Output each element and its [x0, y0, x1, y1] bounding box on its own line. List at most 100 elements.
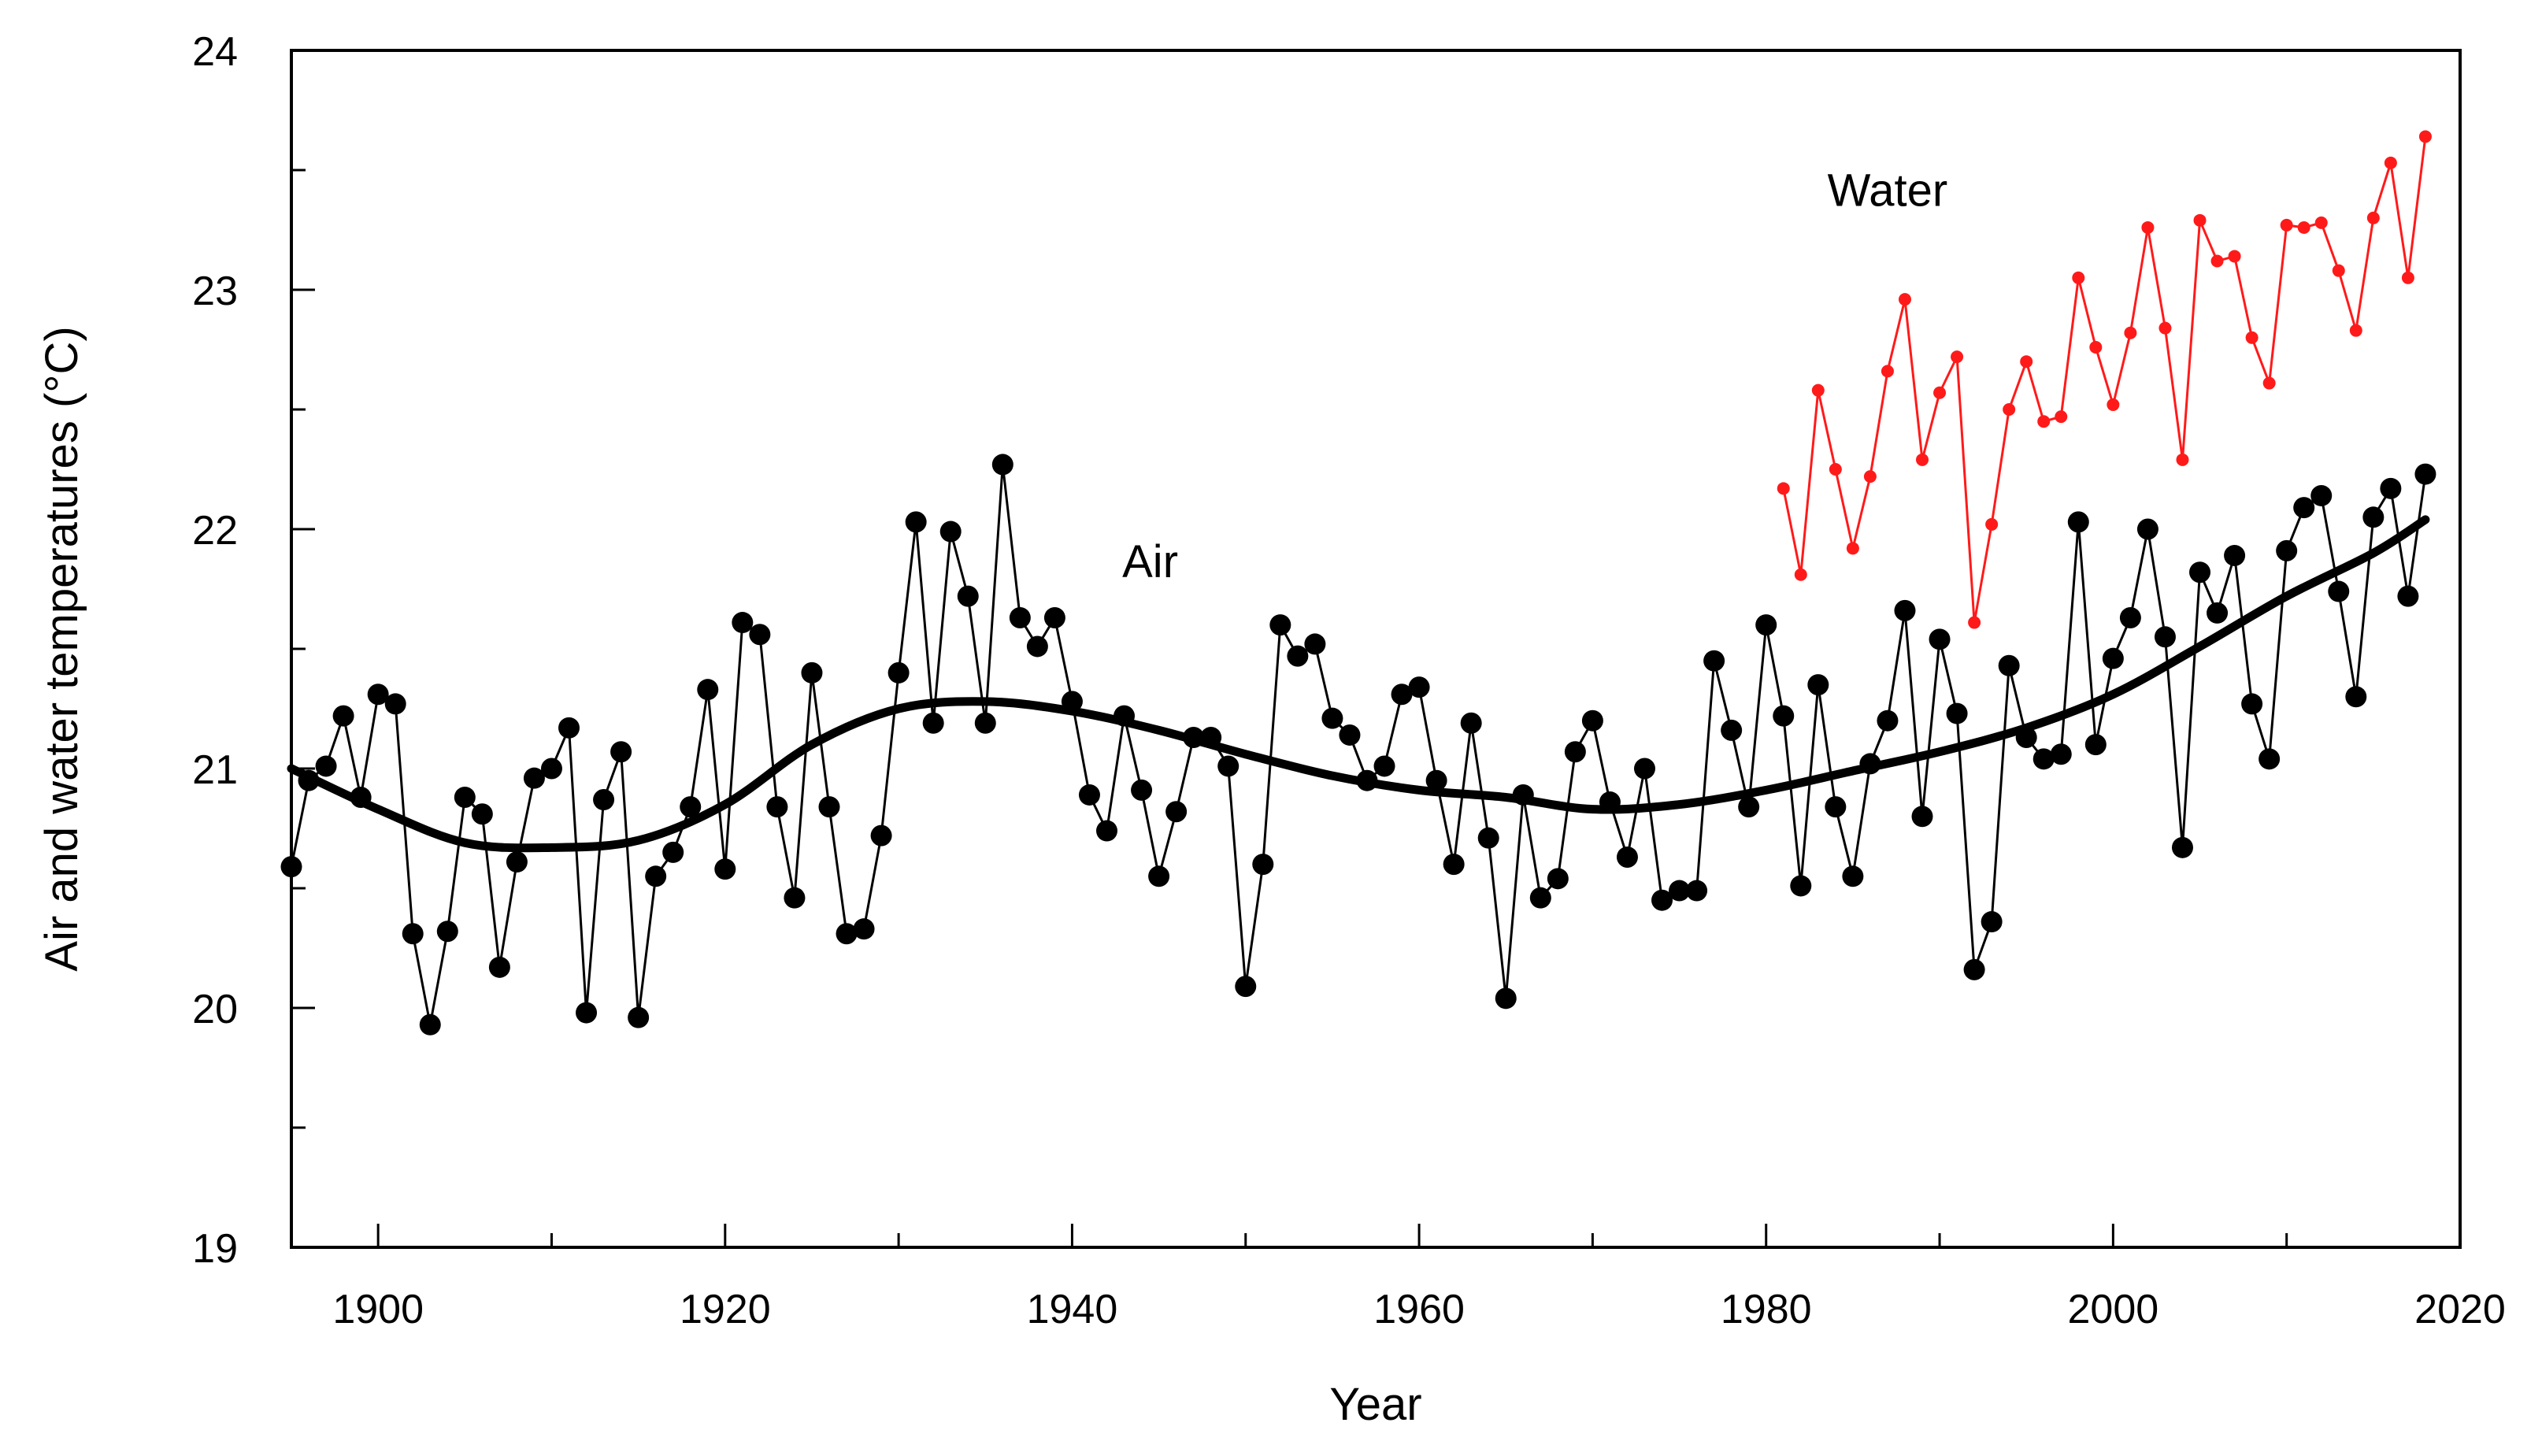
- water-data-point: [2366, 211, 2380, 224]
- air-data-point: [1669, 880, 1691, 902]
- water-data-point: [1968, 616, 1981, 629]
- y-tick-label: 24: [192, 29, 238, 75]
- air-data-point: [2414, 463, 2436, 485]
- air-data-point: [1599, 791, 1621, 813]
- air-data-point: [610, 741, 632, 763]
- air-data-point: [1460, 712, 1482, 734]
- air-data-point: [1929, 628, 1951, 650]
- water-data-point: [1881, 365, 1894, 378]
- air-data-point: [593, 789, 615, 811]
- air-data-point: [1165, 801, 1188, 823]
- air-data-point: [1686, 880, 1708, 902]
- x-axis-title: Year: [1329, 1379, 1421, 1430]
- air-data-point: [1443, 854, 1465, 876]
- air-data-point: [2380, 477, 2402, 499]
- water-data-point: [1951, 350, 1964, 364]
- y-tick-label: 22: [192, 508, 238, 554]
- water-data-point: [2297, 220, 2310, 234]
- x-tick-label: 2020: [2414, 1287, 2506, 1332]
- air-data-point: [801, 661, 823, 684]
- water-data-point: [2089, 340, 2103, 354]
- air-data-point: [2362, 506, 2385, 528]
- air-data-point: [1564, 741, 1586, 763]
- water-data-point: [2141, 220, 2155, 234]
- air-data-point: [2050, 743, 2072, 765]
- water-data-point: [2055, 410, 2068, 424]
- air-data-point: [1061, 691, 1083, 713]
- air-data-point: [436, 921, 458, 943]
- water-data-point: [2228, 250, 2241, 263]
- x-tick-label: 2000: [2068, 1287, 2159, 1332]
- air-data-point: [2224, 544, 2246, 566]
- air-data-point: [1651, 889, 1673, 911]
- air-data-point: [1495, 987, 1517, 1010]
- water-series-label: Water: [1828, 165, 1948, 217]
- air-data-point: [1790, 875, 1812, 897]
- water-data-point: [2193, 213, 2207, 227]
- water-data-point: [2245, 331, 2259, 344]
- air-data-point: [298, 769, 320, 791]
- air-data-point: [1235, 976, 1257, 998]
- air-data-point: [2259, 748, 2281, 770]
- air-data-point: [1981, 911, 2003, 933]
- water-data-point: [1898, 293, 1911, 306]
- air-data-point: [662, 841, 684, 863]
- air-data-point: [680, 796, 702, 818]
- air-data-point: [471, 803, 493, 825]
- x-tick-label: 1960: [1373, 1287, 1465, 1332]
- air-data-point: [2241, 693, 2263, 715]
- air-data-point: [1581, 709, 1603, 732]
- air-data-point: [1200, 726, 1222, 748]
- y-tick-label: 19: [192, 1226, 238, 1272]
- air-data-point: [488, 956, 510, 978]
- air-data-point: [1512, 784, 1534, 806]
- water-data-point: [2210, 254, 2224, 268]
- water-data-point: [1829, 463, 1842, 476]
- air-data-point: [367, 684, 389, 706]
- air-data-point: [2345, 686, 2367, 708]
- y-tick-label: 21: [192, 747, 238, 793]
- air-data-point: [2154, 626, 2176, 648]
- air-data-point: [1078, 784, 1100, 806]
- air-series-label: Air: [1122, 536, 1178, 587]
- y-tick-label: 23: [192, 269, 238, 314]
- y-axis-ticks: 19 20 21 22 23 24: [192, 29, 315, 1272]
- air-data-point: [1114, 705, 1136, 727]
- water-data-point: [2332, 264, 2345, 277]
- air-data-point: [2032, 748, 2055, 770]
- air-data-point: [2084, 734, 2107, 756]
- air-data-point: [1148, 865, 1170, 887]
- water-data-point: [1846, 542, 1859, 555]
- air-data-point: [402, 923, 424, 945]
- air-data-point: [836, 923, 858, 945]
- air-data-point: [1408, 676, 1430, 698]
- water-data-point: [2401, 271, 2414, 284]
- air-data-point: [2119, 606, 2141, 628]
- water-data-point: [2020, 355, 2033, 369]
- air-data-point: [1217, 755, 1240, 777]
- air-data-point: [1963, 958, 1985, 980]
- air-data-point: [1356, 769, 1378, 791]
- air-data-point: [1252, 854, 1274, 876]
- air-data-point: [506, 851, 528, 873]
- water-data-point: [1916, 453, 1929, 466]
- air-data-point: [1026, 635, 1048, 658]
- air-data-point: [853, 918, 875, 940]
- air-data-point: [1911, 806, 1933, 828]
- water-data-point: [2072, 271, 2085, 284]
- air-data-point: [2207, 602, 2229, 624]
- x-tick-label: 1920: [680, 1287, 771, 1332]
- air-data-point: [350, 786, 372, 808]
- air-data-point: [2015, 726, 2037, 748]
- water-data-point: [2280, 218, 2293, 232]
- water-data-point: [2262, 376, 2276, 390]
- air-data-point: [870, 824, 892, 847]
- air-data-point: [887, 661, 910, 684]
- x-axis-ticks: 1900 1920 1940 1960 1980 2000 2020: [332, 1224, 2506, 1332]
- y-axis-title: Air and water temperatures (°C): [36, 326, 87, 971]
- water-data-point: [2176, 453, 2189, 466]
- air-data-point: [1009, 606, 1031, 628]
- air-data-point: [974, 712, 996, 734]
- water-data-point: [2037, 415, 2051, 428]
